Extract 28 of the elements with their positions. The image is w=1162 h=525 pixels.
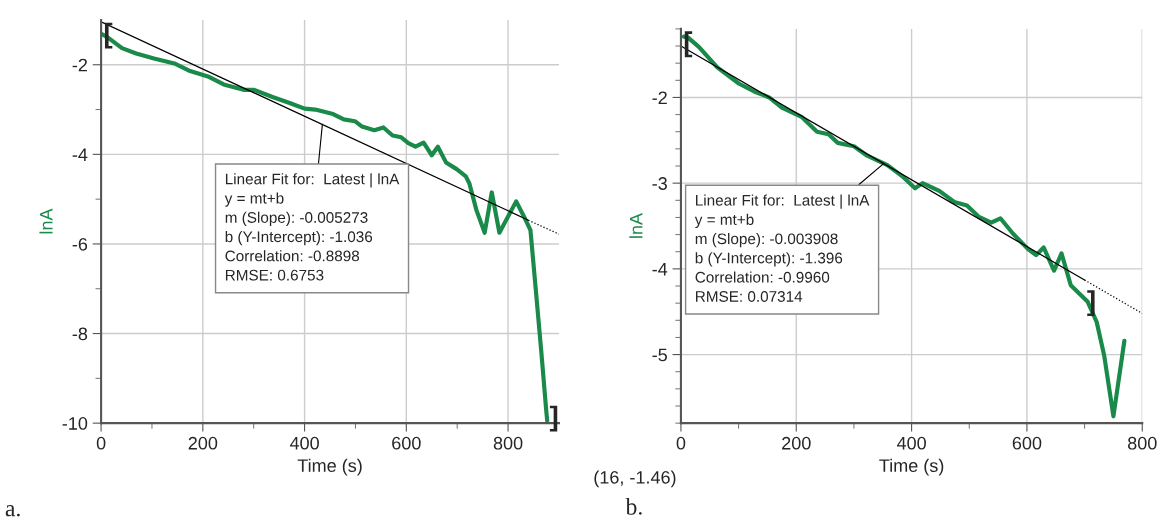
text: (16, -1.46) <box>594 470 676 488</box>
annotation: Linear Fit for: Latest | lnA y = mt+b m (Slope): -0.003908 b (Y-Intercept): -1.396 Correlation: -0.9960 RMSE: 0.07314 <box>694 194 870 302</box>
x-tick-label: 0 <box>96 436 106 450</box>
x-tick-label: 800 <box>1127 436 1157 450</box>
text: a. <box>5 505 20 517</box>
x-tick-label: 200 <box>188 436 218 450</box>
x-tick-label: 600 <box>392 436 421 450</box>
annotation: Linear Fit for: Latest | lnA y = mt+b m (Slope): -0.005273 b (Y-Intercept): -1.036 Correlation: -0.8898 RMSE: 0.6753 <box>224 173 400 281</box>
y-tick-label: -2 <box>72 58 87 72</box>
y-axis-title: lnA <box>629 213 643 238</box>
x-axis-title: Time (s) <box>879 458 944 476</box>
x-tick-label: 0 <box>676 436 686 450</box>
x-tick-label: 800 <box>493 436 523 450</box>
text: b. <box>625 498 642 515</box>
x-tick-label: 400 <box>289 436 319 450</box>
y-tick-label: -5 <box>652 348 667 362</box>
y-tick-label: -10 <box>62 417 88 430</box>
y-tick-label: -3 <box>652 177 667 190</box>
y-tick-label: -4 <box>72 148 88 161</box>
y-tick-label: -4 <box>652 262 668 276</box>
x-axis-title: Time (s) <box>297 458 362 476</box>
x-tick-label: 200 <box>782 436 811 450</box>
y-tick-label: -6 <box>72 237 88 251</box>
x-tick-label: 600 <box>1012 436 1042 450</box>
y-tick-label: -2 <box>652 91 667 104</box>
x-tick-label: 400 <box>896 436 926 450</box>
y-tick-label: -8 <box>72 327 88 341</box>
y-axis-title: lnA <box>39 208 53 234</box>
